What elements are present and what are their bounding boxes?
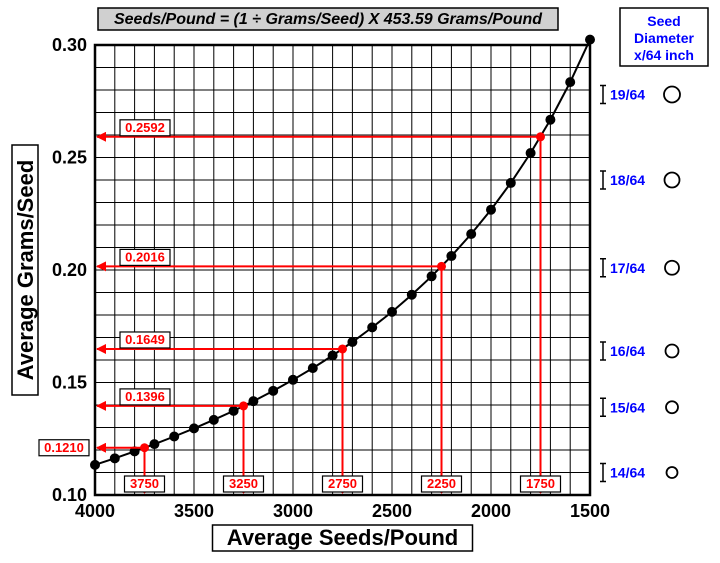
seed-bracket — [600, 171, 606, 189]
chart-svg: Seeds/Pound = (1 ÷ Grams/Seed) X 453.59 … — [0, 0, 720, 563]
curve-point — [269, 386, 278, 395]
seed-fraction: 19/64 — [610, 87, 645, 103]
curve-point — [566, 78, 575, 87]
curve-point — [546, 115, 555, 124]
curve-point — [150, 440, 159, 449]
callout-y-label: 0.2592 — [125, 120, 165, 135]
seed-circle — [666, 401, 678, 413]
seed-circle — [665, 261, 679, 275]
curve-point — [170, 432, 179, 441]
callout-y-label: 0.2016 — [125, 249, 165, 264]
seed-diameter-line2: Diameter — [634, 30, 694, 46]
curve-point — [209, 415, 218, 424]
y-tick: 0.25 — [52, 148, 87, 168]
x-tick: 3000 — [273, 501, 313, 521]
formula-text: Seeds/Pound = (1 ÷ Grams/Seed) X 453.59 … — [114, 11, 543, 28]
y-tick: 0.20 — [52, 260, 87, 280]
curve-point — [110, 454, 119, 463]
curve-point — [91, 460, 100, 469]
x-tick: 1500 — [570, 501, 610, 521]
callout-x-label: 3250 — [229, 476, 258, 491]
curve-point — [308, 364, 317, 373]
x-tick: 3500 — [174, 501, 214, 521]
curve-point — [506, 178, 515, 187]
curve-point — [407, 290, 416, 299]
seed-bracket — [600, 86, 606, 104]
seed-bracket — [600, 342, 606, 360]
seed-circle — [664, 87, 680, 103]
curve-point — [388, 307, 397, 316]
y-tick: 0.30 — [52, 35, 87, 55]
seed-chart: Seeds/Pound = (1 ÷ Grams/Seed) X 453.59 … — [0, 0, 720, 563]
callout-x-label: 1750 — [526, 476, 555, 491]
x-tick: 2000 — [471, 501, 511, 521]
seed-fraction: 17/64 — [610, 260, 645, 276]
curve-point — [368, 323, 377, 332]
x-tick: 2500 — [372, 501, 412, 521]
callout-x-label: 3750 — [130, 476, 159, 491]
callout-x-label: 2250 — [427, 476, 456, 491]
curve-point — [487, 205, 496, 214]
curve-point — [467, 230, 476, 239]
callout-y-label: 0.1649 — [125, 332, 165, 347]
seed-fraction: 18/64 — [610, 172, 645, 188]
curve-point — [249, 397, 258, 406]
callout-y-label: 0.1396 — [125, 389, 165, 404]
seed-bracket — [600, 259, 606, 277]
x-axis-title: Average Seeds/Pound — [227, 525, 458, 550]
y-axis-title: Average Grams/Seed — [13, 160, 38, 381]
curve-point — [348, 338, 357, 347]
callout-y-label: 0.1210 — [44, 440, 84, 455]
seed-fraction: 16/64 — [610, 343, 645, 359]
curve-point — [229, 406, 238, 415]
curve-point — [427, 272, 436, 281]
seed-fraction: 14/64 — [610, 465, 645, 481]
seed-circle — [666, 345, 679, 358]
curve-point — [289, 375, 298, 384]
seed-diameter-line3: x/64 inch — [634, 47, 694, 63]
seed-circle — [667, 467, 678, 478]
seed-fraction: 15/64 — [610, 399, 645, 415]
seed-circle — [665, 173, 680, 188]
seed-diameter-line1: Seed — [647, 13, 680, 29]
curve-point — [526, 149, 535, 158]
y-tick: 0.10 — [52, 485, 87, 505]
curve-point — [328, 351, 337, 360]
seed-bracket — [600, 464, 606, 482]
callout-x-label: 2750 — [328, 476, 357, 491]
y-tick: 0.15 — [52, 373, 87, 393]
curve-point — [190, 424, 199, 433]
curve-point — [586, 35, 595, 44]
y-axis-title-group: Average Grams/Seed — [12, 145, 38, 395]
curve-point — [447, 252, 456, 261]
seed-bracket — [600, 398, 606, 416]
